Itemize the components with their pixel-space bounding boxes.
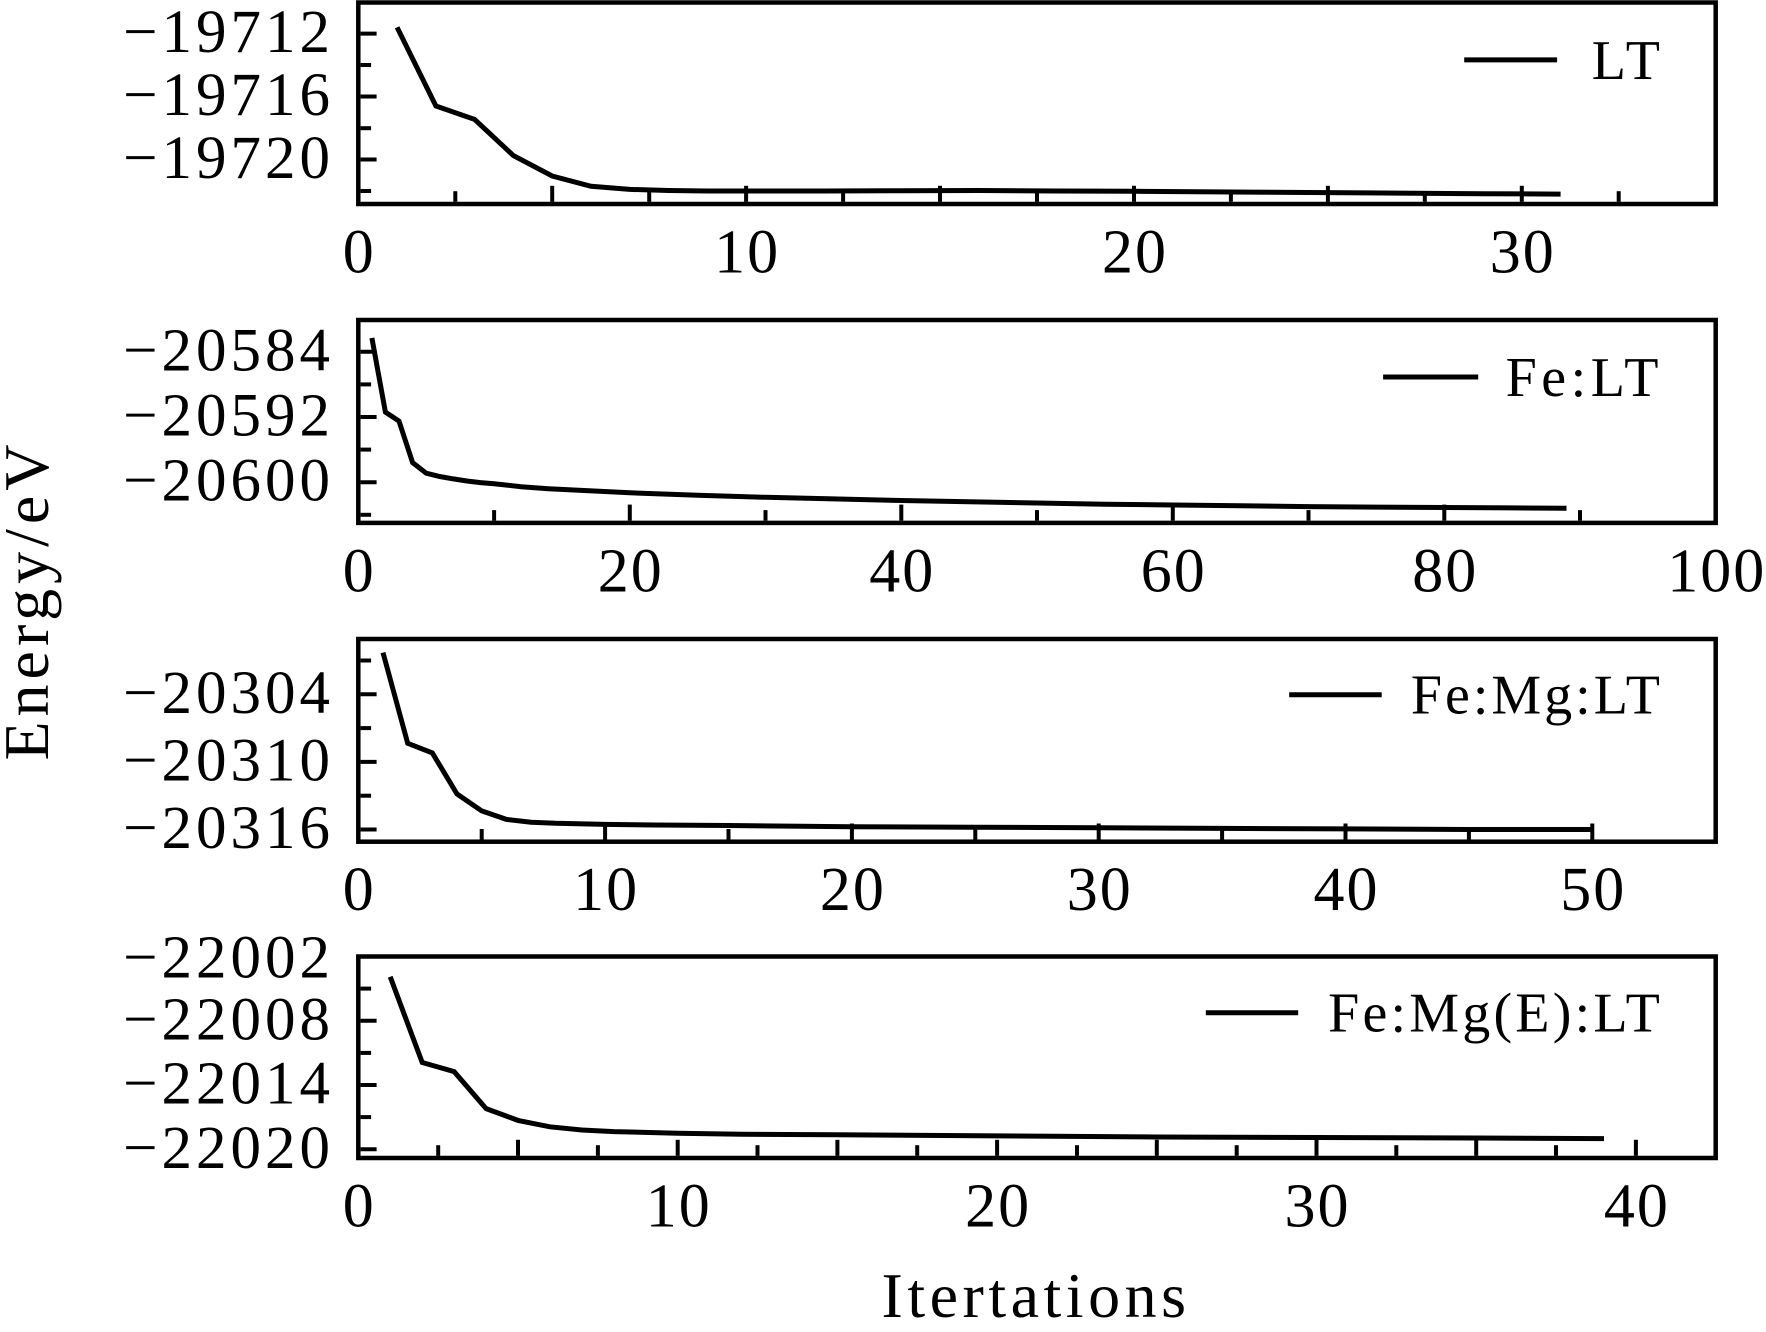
svg-text:30: 30 (1490, 219, 1556, 287)
svg-text:20: 20 (965, 1173, 1031, 1241)
svg-text:30: 30 (1285, 1173, 1351, 1241)
svg-text:Itertations: Itertations (882, 1260, 1191, 1331)
svg-text:−20316: −20316 (123, 795, 334, 862)
svg-text:Energy/eV: Energy/eV (0, 439, 62, 760)
svg-text:−19712: −19712 (123, 0, 334, 66)
svg-text:Fe:Mg(E):LT: Fe:Mg(E):LT (1328, 983, 1663, 1045)
svg-text:−22014: −22014 (123, 1051, 334, 1118)
svg-text:20: 20 (1102, 219, 1168, 287)
svg-text:40: 40 (1314, 856, 1380, 924)
svg-text:Fe:Mg:LT: Fe:Mg:LT (1411, 665, 1663, 727)
svg-text:−22002: −22002 (123, 925, 334, 992)
svg-text:−22020: −22020 (123, 1115, 334, 1182)
svg-text:LT: LT (1592, 30, 1665, 92)
svg-text:−22008: −22008 (123, 986, 334, 1053)
svg-text:−20600: −20600 (123, 448, 334, 515)
svg-text:−20310: −20310 (123, 727, 334, 794)
svg-text:10: 10 (646, 1173, 712, 1241)
svg-text:0: 0 (343, 219, 376, 287)
svg-text:100: 100 (1667, 537, 1766, 605)
svg-text:50: 50 (1560, 856, 1626, 924)
svg-text:40: 40 (1604, 1173, 1670, 1241)
svg-text:20: 20 (820, 856, 886, 924)
svg-text:Fe:LT: Fe:LT (1506, 347, 1663, 409)
svg-text:−19716: −19716 (123, 62, 334, 129)
svg-text:60: 60 (1141, 537, 1207, 605)
svg-text:0: 0 (343, 537, 376, 605)
svg-text:0: 0 (343, 856, 376, 924)
svg-text:30: 30 (1067, 856, 1133, 924)
svg-text:0: 0 (343, 1173, 376, 1241)
svg-text:−19720: −19720 (123, 125, 334, 192)
svg-text:−20304: −20304 (123, 660, 334, 727)
svg-text:−20592: −20592 (123, 383, 334, 450)
svg-text:10: 10 (714, 219, 780, 287)
svg-text:10: 10 (573, 856, 639, 924)
svg-text:40: 40 (869, 537, 935, 605)
svg-text:80: 80 (1412, 537, 1478, 605)
svg-text:−20584: −20584 (123, 317, 334, 384)
svg-text:20: 20 (598, 537, 664, 605)
